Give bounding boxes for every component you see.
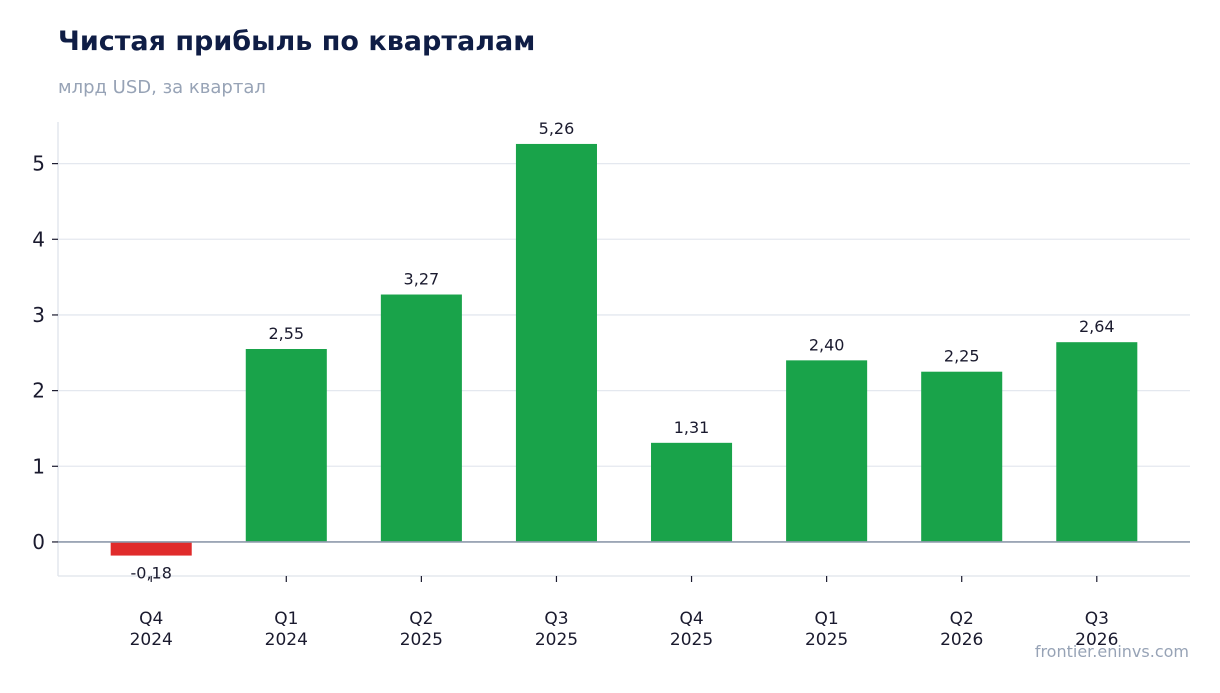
bar-value-label: 2,40 bbox=[809, 335, 845, 354]
bar bbox=[651, 442, 733, 542]
gridlines bbox=[58, 162, 1190, 467]
x-tick-label-quarter: Q3 bbox=[1085, 609, 1109, 629]
bar bbox=[786, 360, 868, 542]
x-tick-label-quarter: Q1 bbox=[815, 609, 839, 629]
x-tick-label-year: 2024 bbox=[265, 630, 308, 650]
x-tick-label-quarter: Q4 bbox=[139, 609, 163, 629]
x-tick-label-year: 2025 bbox=[400, 630, 443, 650]
x-tick-label-year: 2025 bbox=[535, 630, 578, 650]
bar bbox=[921, 371, 1003, 542]
bar-value-label: 2,25 bbox=[944, 347, 980, 366]
bar-value-label: 2,64 bbox=[1079, 317, 1115, 336]
y-tick-label: 4 bbox=[32, 227, 45, 251]
bar bbox=[110, 541, 192, 556]
x-tick-label-year: 2025 bbox=[670, 630, 713, 650]
y-tick-labels: 0 1 2 3 4 5 bbox=[32, 152, 58, 554]
x-tick-label-quarter: Q2 bbox=[409, 609, 433, 629]
bar-value-label: 1,31 bbox=[674, 418, 710, 437]
y-tick-label: 5 bbox=[32, 152, 45, 176]
x-tick-label-quarter: Q3 bbox=[544, 609, 568, 629]
y-tick-label: 0 bbox=[32, 530, 45, 554]
x-tick-label-quarter: Q1 bbox=[274, 609, 298, 629]
bar bbox=[245, 349, 327, 542]
y-tick-label: 3 bbox=[32, 303, 45, 327]
bar-value-label: 3,27 bbox=[404, 270, 440, 289]
bar-value-label: 2,55 bbox=[268, 324, 304, 343]
bar bbox=[1056, 342, 1138, 542]
bar bbox=[380, 294, 462, 542]
axes bbox=[57, 122, 1190, 577]
x-tick-label-quarter: Q4 bbox=[679, 609, 703, 629]
bar bbox=[515, 143, 597, 542]
y-tick-label: 2 bbox=[32, 379, 45, 403]
x-tick-labels: Q42024Q12024Q22025Q32025Q42025Q12025Q220… bbox=[130, 576, 1118, 650]
x-tick-label-year: 2025 bbox=[805, 630, 848, 650]
data-labels: -0,18 2,55 3,27 5,26 1,31 2,40 2,25 2,64 bbox=[131, 119, 1115, 583]
chart-subtitle: млрд USD, за квартал bbox=[58, 77, 266, 98]
x-tick-label-year: 2024 bbox=[130, 630, 173, 650]
bar-value-label: 5,26 bbox=[539, 119, 575, 138]
y-tick-label: 1 bbox=[32, 454, 45, 478]
x-tick-label-quarter: Q2 bbox=[950, 609, 974, 629]
chart-title: Чистая прибыль по кварталам bbox=[58, 26, 536, 57]
bar-value-label: -0,18 bbox=[131, 564, 172, 583]
bars bbox=[110, 143, 1138, 556]
x-tick-label-year: 2026 bbox=[1075, 630, 1118, 650]
source-credit: frontier.eninvs.com bbox=[1034, 642, 1189, 661]
x-tick-label-year: 2026 bbox=[940, 630, 983, 650]
